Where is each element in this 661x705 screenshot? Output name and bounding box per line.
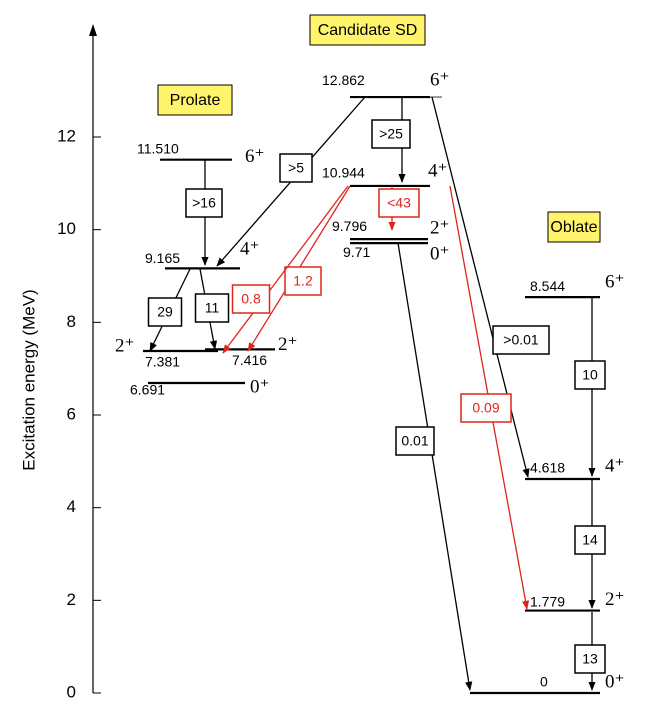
transition-label: 0.8 [241,291,261,307]
transition-label: 1.2 [293,273,313,289]
level-energy: 9.71 [343,244,370,260]
level-energy: 8.544 [530,278,565,294]
y-axis-label: Excitation energy (MeV) [19,289,38,470]
transition-label: 11 [205,300,220,316]
level-spin: 0⁺ [605,671,625,692]
transition-label: 0.09 [472,400,499,416]
level-energy: 9.796 [332,218,367,234]
transition-label: <43 [387,195,411,211]
group-title-box [547,211,601,243]
transition-arrow [222,185,349,354]
level-spin: 6⁺ [430,69,450,90]
transition-label: >25 [379,126,403,142]
transition-label: 14 [582,532,598,548]
level-spin: 0⁺ [430,243,450,264]
level-spin: 6⁺ [245,146,265,167]
level-spin: 2⁺ [605,589,625,610]
transition-box [395,426,435,456]
transition-label: >0.01 [503,332,539,348]
level-energy: 4.618 [530,460,565,476]
transition-box [574,360,606,390]
group-title: Oblate [550,219,597,236]
level-energy: 0 [540,674,548,690]
y-tick-label: 0 [67,682,76,700]
y-tick-label: 2 [67,590,76,609]
level-energy: 7.416 [232,352,267,368]
transition-box [279,153,313,183]
level-energy: 10.944 [322,165,365,181]
transition-box [371,119,411,149]
level-energy: 6.691 [130,382,165,398]
group-title-box [157,84,233,116]
transition-arrow [397,242,473,691]
transition-box [460,393,512,423]
transition-box [147,297,183,327]
transition-label: 10 [582,367,598,383]
level-energy: 12.862 [322,72,365,88]
axis-arrow [89,24,97,36]
y-tick-label: 10 [57,219,76,238]
level-spin: 6⁺ [605,271,625,292]
transition-box [378,188,420,218]
level-energy: 1.779 [530,593,565,609]
transition-label: 0.01 [401,433,428,449]
level-spin: 4⁺ [428,160,448,181]
level-energy: 9.165 [145,250,180,266]
transition-arrow [431,96,530,478]
transition-label: 13 [582,651,598,667]
transition-box [284,266,322,296]
level-spin: 0⁺ [250,376,270,397]
level-spin: 2⁺ [278,334,298,355]
level-energy: 7.381 [145,354,180,370]
level-spin: 2⁺ [115,335,135,356]
transition-box [185,188,223,218]
transition-label: >16 [192,195,216,211]
y-tick-label: 6 [67,404,76,423]
transition-label: 29 [157,304,173,320]
transition-label: >5 [288,160,304,176]
transition-box [231,284,271,314]
y-tick-label: 4 [67,497,76,516]
y-tick-label: 8 [67,312,76,331]
level-spin: 4⁺ [605,455,625,476]
level-energy: 11.510 [137,140,179,156]
level-spin: 4⁺ [240,239,260,260]
transition-box [574,525,606,555]
transition-box [492,325,550,355]
transition-box [194,293,230,323]
group-title: Candidate SD [318,22,418,39]
group-title: Prolate [170,92,221,109]
level-spin: 2⁺ [430,217,450,238]
group-title-box [309,14,426,46]
transition-box [574,644,606,674]
y-tick-label: 12 [57,126,76,145]
